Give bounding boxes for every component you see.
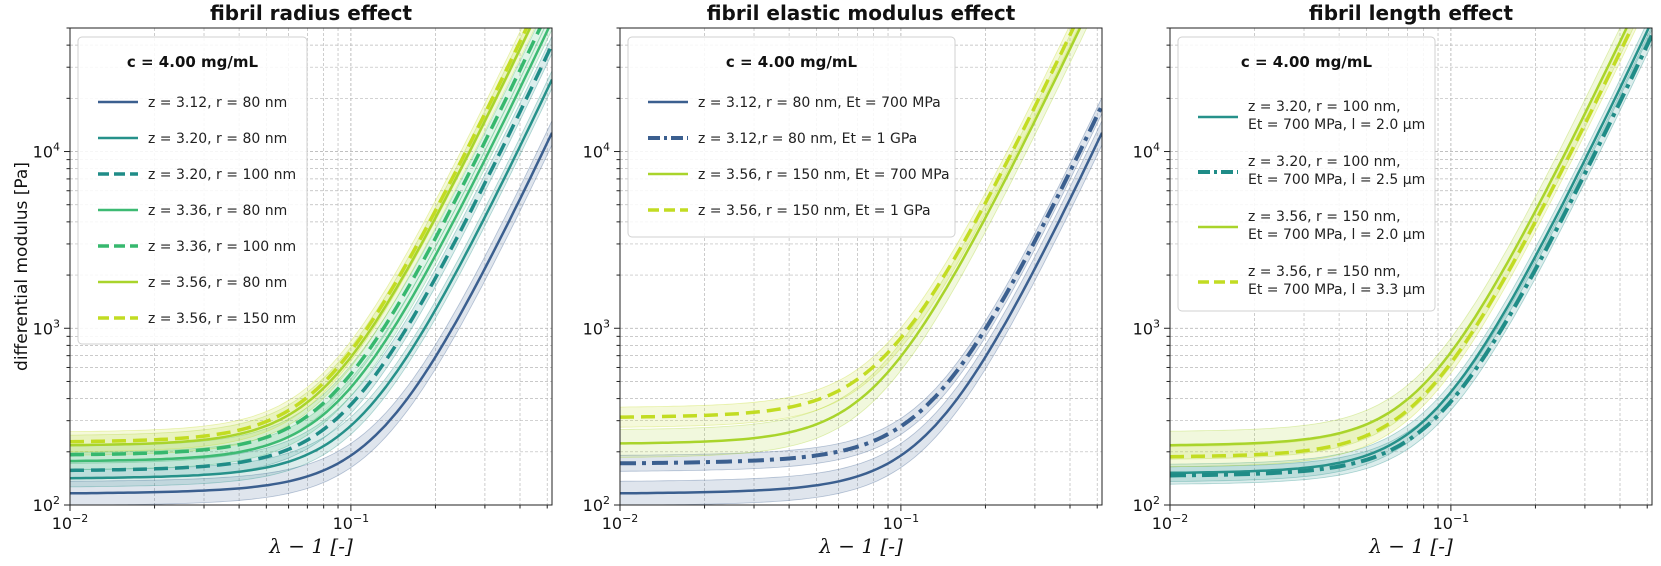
y-tick-label: 103	[1133, 317, 1160, 338]
y-tick-label: 102	[33, 494, 60, 515]
legend-box	[77, 36, 308, 345]
y-tick-label: 103	[583, 317, 610, 338]
series-group	[1170, 28, 1652, 485]
legend-label-3: z = 3.56, r = 150 nm, Et = 700 MPa, l = 2…	[1248, 209, 1425, 243]
chart-panel-3: 10−2 10−1 102 103 104 fibril length effect λ −…	[1133, 1, 1653, 558]
series-line-3	[70, 44, 552, 473]
y-tick-label: 104	[1133, 141, 1160, 162]
series-group	[70, 28, 552, 505]
series-line-4	[70, 28, 551, 463]
legend-label-1: z = 3.20, r = 100 nm, Et = 700 MPa, l = 2…	[1248, 99, 1425, 133]
legend: c = 4.00 mg/mL z = 3.12, r = 80 nm, Et = …	[627, 36, 956, 238]
ticks	[64, 27, 548, 511]
y-axis-label: differential modulus [Pa]	[12, 162, 32, 371]
series-band-1	[1170, 28, 1652, 482]
series-band-2	[1170, 28, 1652, 485]
x-tick-label: 10−2	[602, 512, 639, 533]
series-line-6	[70, 28, 532, 447]
legend-label-4: z = 3.36, r = 80 nm	[148, 203, 287, 219]
legend-label-2: z = 3.20, r = 100 nm, Et = 700 MPa, l = 2…	[1248, 154, 1425, 188]
legend-box	[627, 36, 956, 238]
plot-frame	[619, 27, 1103, 506]
series-group	[620, 28, 1102, 505]
series-line-1	[1170, 28, 1651, 475]
legend-label-2: z = 3.12,r = 80 nm, Et = 1 GPa	[698, 131, 917, 147]
legend-label-1: z = 3.12, r = 80 nm	[148, 95, 287, 111]
series-band-3	[620, 28, 1088, 458]
series-band-2	[70, 70, 552, 488]
legend-label-7: z = 3.56, r = 150 nm	[148, 311, 296, 327]
series-band-1	[70, 120, 552, 505]
legend-title: c = 4.00 mg/mL	[127, 53, 259, 71]
series-line-1	[70, 132, 552, 495]
x-axis-label: λ − 1 [-]	[268, 534, 353, 558]
legend-label-5: z = 3.36, r = 100 nm	[148, 239, 296, 255]
series-band-1	[620, 120, 1102, 505]
legend: c = 4.00 mg/mL z = 3.20, r = 100 nm, Et = …	[1177, 36, 1436, 312]
series-line-3	[1170, 28, 1628, 447]
x-tick-label: 10−2	[52, 512, 89, 533]
y-tick-label: 104	[583, 141, 610, 162]
series-band-7	[70, 28, 532, 453]
ticks	[614, 27, 1098, 511]
series-band-5	[70, 28, 545, 464]
series-band-4	[1170, 28, 1637, 468]
legend-label-4: z = 3.56, r = 150 nm, Et = 1 GPa	[698, 203, 931, 219]
ticks	[1164, 27, 1648, 511]
legend-box	[1177, 36, 1436, 312]
series-line-7	[70, 28, 529, 444]
legend: c = 4.00 mg/mL z = 3.12, r = 80 nm z = 3.2…	[77, 36, 308, 345]
x-tick-label: 10−1	[1433, 512, 1470, 533]
series-line-4	[1170, 28, 1634, 459]
y-tick-label: 102	[583, 494, 610, 515]
series-line-2	[620, 104, 1102, 466]
y-tick-label: 104	[33, 141, 60, 162]
series-band-3	[1170, 28, 1634, 460]
plot-frame	[1169, 27, 1653, 506]
legend-title: c = 4.00 mg/mL	[1241, 53, 1373, 71]
legend-title: c = 4.00 mg/mL	[726, 53, 858, 71]
chart-title: fibril elastic modulus effect	[707, 1, 1016, 25]
legend-label-6: z = 3.56, r = 80 nm	[148, 275, 287, 291]
series-band-2	[620, 97, 1102, 472]
series-line-2	[70, 78, 552, 480]
x-tick-label: 10−1	[883, 512, 920, 533]
chart-panel-2: 10−2 10−1 102 103 104 fibril elastic modulus …	[583, 1, 1103, 558]
x-axis-label: λ − 1 [-]	[1368, 534, 1453, 558]
legend-label-1: z = 3.12, r = 80 nm, Et = 700 MPa	[698, 95, 941, 111]
series-line-2	[1170, 34, 1652, 478]
series-line-1	[620, 132, 1102, 495]
series-line-3	[620, 28, 1082, 445]
series-band-4	[620, 28, 1079, 428]
legend-label-4: z = 3.56, r = 150 nm, Et = 700 MPa, l = 3…	[1248, 264, 1425, 298]
legend-label-2: z = 3.20, r = 80 nm	[148, 131, 287, 147]
chart-panel-1: 10−2 10−1 102 103 104 fibril radius effect λ −…	[12, 1, 553, 558]
legend-label-3: z = 3.20, r = 100 nm	[148, 167, 296, 183]
chart-title: fibril radius effect	[210, 1, 413, 25]
x-tick-label: 10−2	[1152, 512, 1189, 533]
y-tick-label: 102	[1133, 494, 1160, 515]
x-tick-label: 10−1	[333, 512, 370, 533]
plot-frame	[69, 27, 553, 506]
legend-label-3: z = 3.56, r = 150 nm, Et = 700 MPa	[698, 167, 950, 183]
y-tick-label: 103	[33, 317, 60, 338]
x-axis-label: λ − 1 [-]	[818, 534, 903, 558]
chart-title: fibril length effect	[1309, 1, 1514, 25]
